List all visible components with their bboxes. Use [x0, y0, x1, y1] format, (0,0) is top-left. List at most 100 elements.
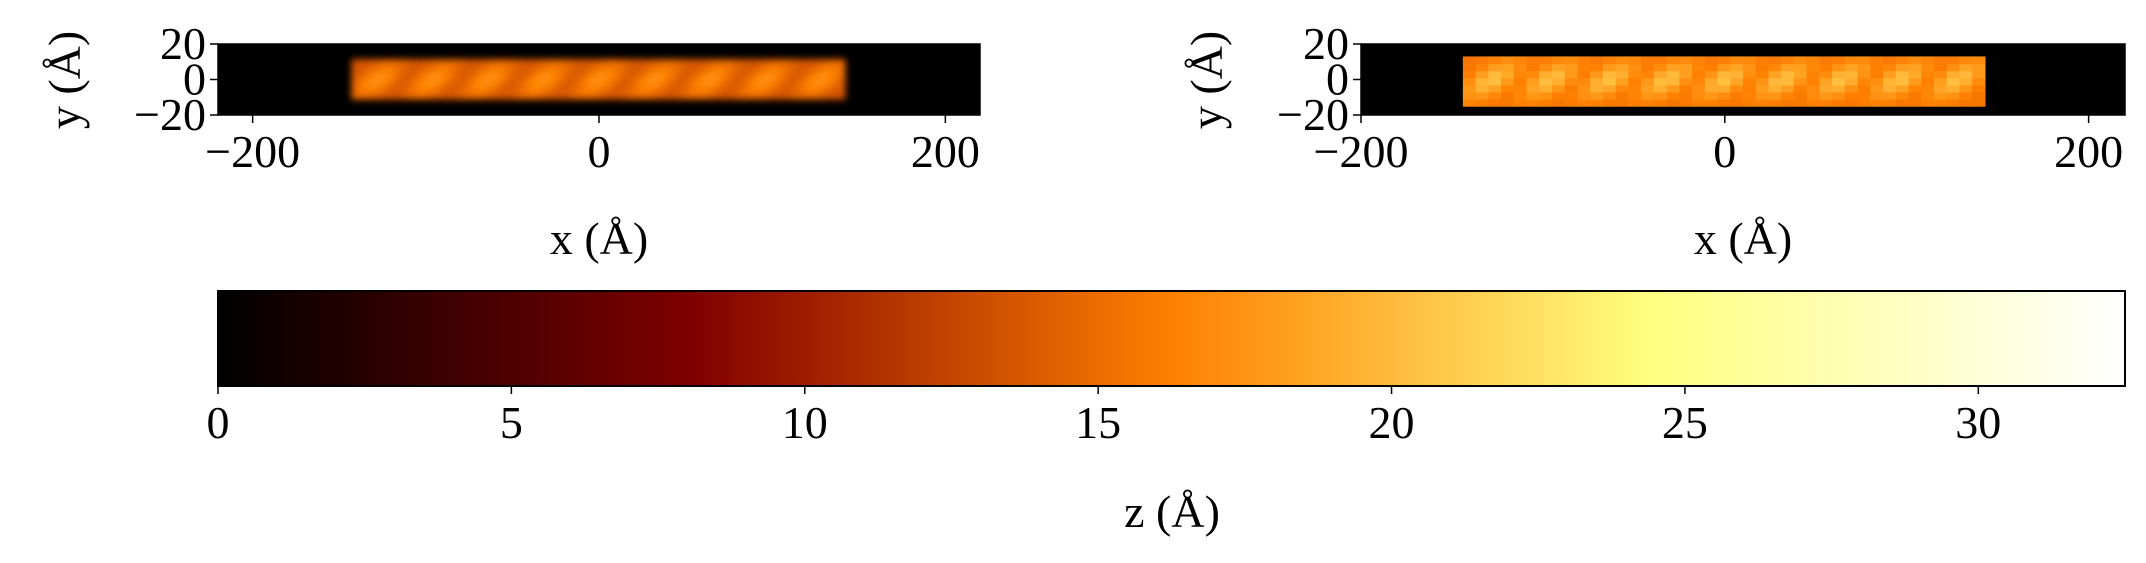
left-heatmap-cell	[572, 63, 578, 69]
left-heatmap-cell	[494, 76, 500, 82]
left-heatmap-cell	[689, 85, 694, 91]
right-heatmap-cell	[1653, 56, 1668, 65]
right-heatmap-cell	[1679, 91, 1693, 100]
left-heatmap-cell	[511, 90, 517, 96]
left-heatmap-cell	[658, 59, 664, 65]
right-heatmap-cell	[1832, 84, 1846, 93]
left-heatmap-cell	[394, 81, 400, 87]
left-heatmap-cell	[818, 94, 824, 100]
left-heatmap-cell	[650, 67, 656, 73]
left-x-tick-label: 200	[911, 126, 980, 177]
left-heatmap-cell	[702, 94, 707, 100]
left-heatmap-cell	[715, 94, 720, 100]
left-heatmap-cell	[437, 76, 443, 82]
left-heatmap-cell	[546, 67, 552, 73]
left-heatmap-cell	[403, 90, 409, 96]
right-heatmap-cell	[1513, 63, 1528, 72]
left-heatmap-cell	[459, 94, 465, 100]
right-heatmap-cell	[1475, 63, 1489, 72]
left-heatmap-cell	[429, 63, 435, 69]
left-heatmap-cell	[779, 94, 785, 100]
left-heatmap-cell	[598, 94, 604, 100]
left-heatmap-cell	[723, 67, 729, 73]
left-heatmap-cell	[537, 81, 543, 87]
right-heatmap-cell	[1704, 70, 1719, 79]
left-heatmap-cell	[775, 63, 781, 69]
left-heatmap-cell	[416, 90, 422, 96]
right-heatmap-cell	[1717, 99, 1731, 107]
left-heatmap-cell	[827, 67, 833, 73]
right-heatmap-cell	[1870, 77, 1884, 86]
left-heatmap-cell	[351, 72, 357, 78]
right-heatmap-cell	[1946, 77, 1961, 86]
left-heatmap-cell	[433, 59, 439, 65]
left-heatmap-cell	[385, 85, 391, 91]
left-heatmap-cell	[589, 85, 595, 91]
left-heatmap-cell	[702, 59, 707, 65]
left-heatmap-cell	[706, 85, 712, 91]
left-heatmap-cell	[507, 81, 513, 87]
left-heatmap-cell	[502, 67, 508, 73]
right-heatmap-cell	[1692, 63, 1706, 72]
left-heatmap-cell	[437, 72, 443, 78]
right-heatmap-cell	[1462, 84, 1477, 93]
right-heatmap-cell	[1628, 84, 1642, 93]
right-heatmap-cell	[1488, 56, 1502, 65]
left-heatmap-cell	[394, 76, 400, 82]
right-heatmap-cell	[1934, 77, 1948, 86]
left-heatmap-cell	[762, 90, 768, 96]
right-heatmap-cell	[1793, 99, 1808, 107]
left-heatmap-cell	[468, 59, 474, 65]
right-heatmap-cell	[1844, 56, 1859, 65]
left-heatmap-cell	[628, 67, 634, 73]
left-heatmap-cell	[728, 72, 733, 78]
right-heatmap-cell	[1743, 77, 1757, 86]
left-heatmap-cell	[814, 85, 820, 91]
right-heatmap-cell	[1577, 63, 1591, 72]
left-heatmap-cell	[728, 90, 733, 96]
right-heatmap-cell	[1832, 77, 1846, 86]
left-heatmap-cell	[364, 81, 370, 87]
left-heatmap-cell	[550, 72, 556, 78]
left-y-ticks: 200−20	[134, 18, 218, 140]
left-heatmap-cell	[715, 67, 720, 73]
right-heatmap-cell	[1959, 63, 1973, 72]
left-heatmap-cell	[407, 67, 413, 73]
left-heatmap-cell	[641, 72, 647, 78]
left-heatmap-cell	[654, 63, 660, 69]
left-heatmap-cell	[576, 90, 582, 96]
left-heatmap-cell	[481, 72, 487, 78]
left-heatmap-cell	[385, 59, 391, 65]
left-heatmap-cell	[766, 81, 772, 87]
left-heatmap-cell	[654, 72, 660, 78]
left-heatmap-cell	[719, 67, 725, 73]
right-heatmap-cell	[1895, 77, 1910, 86]
left-heatmap-cell	[468, 90, 474, 96]
left-heatmap-cell	[364, 85, 370, 91]
right-heatmap-cell	[1590, 99, 1604, 107]
right-heatmap-cell	[1793, 77, 1808, 86]
left-heatmap-cell	[394, 90, 400, 96]
left-heatmap-cell	[754, 67, 759, 73]
left-heatmap-cell	[671, 85, 677, 91]
left-heatmap-cell	[351, 94, 357, 100]
left-heatmap-cell	[619, 63, 625, 69]
left-heatmap-cell	[741, 72, 746, 78]
left-heatmap-cell	[459, 76, 465, 82]
left-heatmap-cell	[563, 72, 569, 78]
left-heatmap-cell	[801, 72, 807, 78]
left-heatmap-cell	[498, 63, 504, 69]
right-heatmap-cell	[1959, 91, 1973, 100]
left-heatmap-cell	[749, 90, 755, 96]
right-heatmap-cell	[1908, 63, 1922, 72]
left-heatmap-cell	[355, 67, 361, 73]
left-heatmap-cell	[827, 76, 833, 82]
left-heatmap-cell	[754, 94, 759, 100]
left-heatmap-cell	[766, 76, 772, 82]
left-heatmap-cell	[632, 90, 638, 96]
left-heatmap-cell	[654, 81, 660, 87]
left-heatmap-cell	[494, 90, 500, 96]
left-heatmap-cell	[671, 90, 677, 96]
left-heatmap-cell	[420, 67, 426, 73]
left-heatmap-cell	[779, 81, 785, 87]
